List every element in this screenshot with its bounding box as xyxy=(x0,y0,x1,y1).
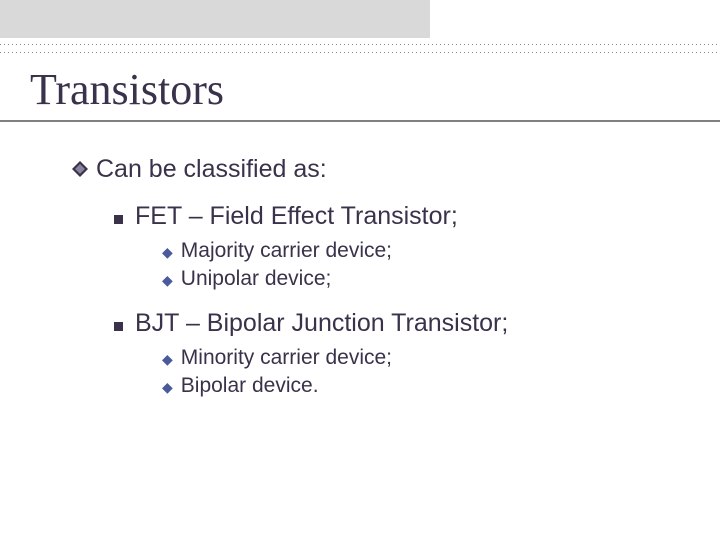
lvl1-text: Can be classified as: xyxy=(96,155,327,184)
square-bullet-icon xyxy=(114,215,123,224)
lvl3-text: Bipolar device. xyxy=(181,374,319,398)
bullet-level-1: Can be classified as: xyxy=(72,155,680,184)
lvl3-text: Unipolar device; xyxy=(181,267,332,291)
dotted-line xyxy=(0,52,720,53)
lvl3-text: Minority carrier device; xyxy=(181,346,392,370)
list-item: BJT – Bipolar Junction Transistor; ◆ Min… xyxy=(72,309,680,398)
bullet-level-2: FET – Field Effect Transistor; xyxy=(114,202,680,231)
bullet-level-3: ◆ Minority carrier device; xyxy=(162,346,680,370)
slide-title: Transistors xyxy=(30,64,224,115)
square-bullet-icon xyxy=(114,322,123,331)
slide-content: Can be classified as: FET – Field Effect… xyxy=(72,155,680,416)
lvl2-text: BJT – Bipolar Junction Transistor; xyxy=(135,309,508,338)
lvl2-text: FET – Field Effect Transistor; xyxy=(135,202,458,231)
diamond-bullet-icon xyxy=(72,161,88,182)
list-item: FET – Field Effect Transistor; ◆ Majorit… xyxy=(72,202,680,291)
dotted-line xyxy=(0,44,720,45)
top-grey-bar xyxy=(0,0,430,38)
bullet-level-3: ◆ Majority carrier device; xyxy=(162,239,680,263)
title-underline xyxy=(0,120,720,122)
lvl3-text: Majority carrier device; xyxy=(181,239,392,263)
small-diamond-icon: ◆ xyxy=(162,351,173,368)
bullet-level-3: ◆ Bipolar device. xyxy=(162,374,680,398)
small-diamond-icon: ◆ xyxy=(162,379,173,396)
small-diamond-icon: ◆ xyxy=(162,244,173,261)
bullet-level-2: BJT – Bipolar Junction Transistor; xyxy=(114,309,680,338)
small-diamond-icon: ◆ xyxy=(162,272,173,289)
bullet-level-3: ◆ Unipolar device; xyxy=(162,267,680,291)
